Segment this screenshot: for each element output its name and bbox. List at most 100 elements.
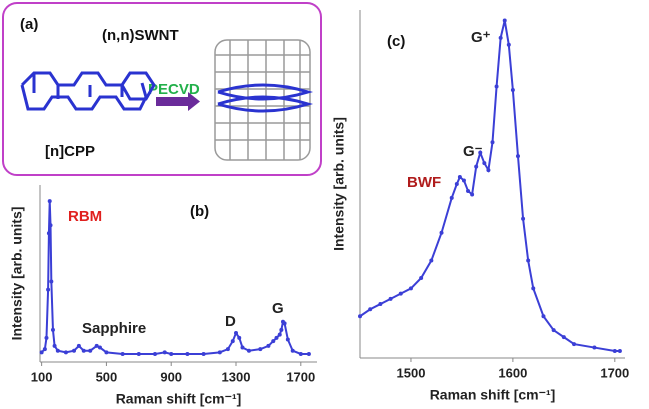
data-point [515,154,520,159]
y-axis-label: Intensity [arb. units] [331,117,347,251]
data-point [234,331,239,336]
data-point [266,343,271,348]
data-point [201,351,206,356]
x-tick-label: 1500 [397,365,426,380]
data-point [617,349,622,354]
product-label: (n,n)SWNT [102,27,179,44]
data-point [39,350,44,355]
data-point [510,88,515,93]
data-point [506,42,511,47]
data-point [285,337,290,342]
data-point [246,348,251,353]
data-point [439,230,444,235]
data-point [225,347,230,352]
data-point [274,335,279,340]
data-point [592,345,597,350]
annotation: G [272,300,284,317]
data-point [120,351,125,356]
data-point [44,335,49,340]
data-point [279,327,284,332]
data-point [474,164,479,169]
data-point [494,84,499,89]
data-point [97,345,102,350]
data-point [46,287,51,292]
data-point [104,350,109,355]
arrow-head [188,92,200,111]
data-point [46,231,51,236]
data-point [76,343,81,348]
cpp-molecule [20,71,156,111]
data-point [81,348,86,353]
x-tick-label: 1700 [286,369,315,384]
data-point [240,345,245,350]
data-point [612,349,617,354]
data-point [230,339,235,344]
swnt-ring [217,83,314,113]
data-point [237,335,242,340]
annotation: Sapphire [82,320,146,337]
data-point [490,140,495,145]
data-point [42,347,47,352]
data-point [561,335,566,340]
x-tick-label: 500 [96,369,118,384]
data-point [482,161,487,166]
x-tick-label: 1600 [498,365,527,380]
data-point [282,321,287,326]
annotation: D [225,313,236,330]
data-point [52,343,57,348]
data-point [63,350,68,355]
data-point [478,150,483,155]
x-axis-label: Raman shift [cm⁻¹] [430,387,556,403]
data-point [454,182,459,186]
data-point [55,348,60,353]
arrow-shaft [156,97,190,106]
x-tick-label: 1300 [222,369,251,384]
panel-label: (b) [190,203,209,220]
data-point [502,18,507,23]
data-point [298,351,303,356]
data-point [378,302,383,307]
data-point [47,199,52,204]
data-point [498,35,503,40]
data-point [526,258,531,263]
data-point [48,223,53,228]
data-point [306,351,311,356]
data-point [531,286,536,291]
data-point [461,178,466,183]
data-point [277,332,282,337]
data-point [290,348,295,353]
data-point [541,314,546,319]
data-point [551,328,556,333]
data-point [408,286,413,291]
series-line [359,20,620,353]
data-point [50,327,55,332]
panel-a: (a) (n,n)SWNT PECVD [n]CPP [2,2,322,176]
panel-label: (a) [20,16,38,33]
annotation: BWF [407,174,441,191]
data-point [449,195,454,200]
data-point [169,351,174,356]
data-point [49,279,54,284]
x-axis-label: Raman shift [cm⁻¹] [116,391,242,407]
data-point [572,342,577,347]
data-point [429,258,434,263]
data-point [88,348,93,353]
data-point [94,343,99,348]
x-tick-label: 900 [160,369,182,384]
data-point [486,168,491,173]
data-point [457,175,462,180]
data-point [136,351,141,356]
data-point [185,351,190,356]
annotation: RBM [68,208,102,225]
x-tick-label: 1700 [600,365,629,380]
data-point [388,296,393,301]
data-point [162,350,167,355]
process-label: PECVD [148,81,200,98]
data-point [72,348,77,353]
data-point [470,192,475,197]
data-point [466,188,471,193]
data-point [217,350,222,355]
data-point [398,291,403,296]
annotation: G⁺ [471,29,491,46]
